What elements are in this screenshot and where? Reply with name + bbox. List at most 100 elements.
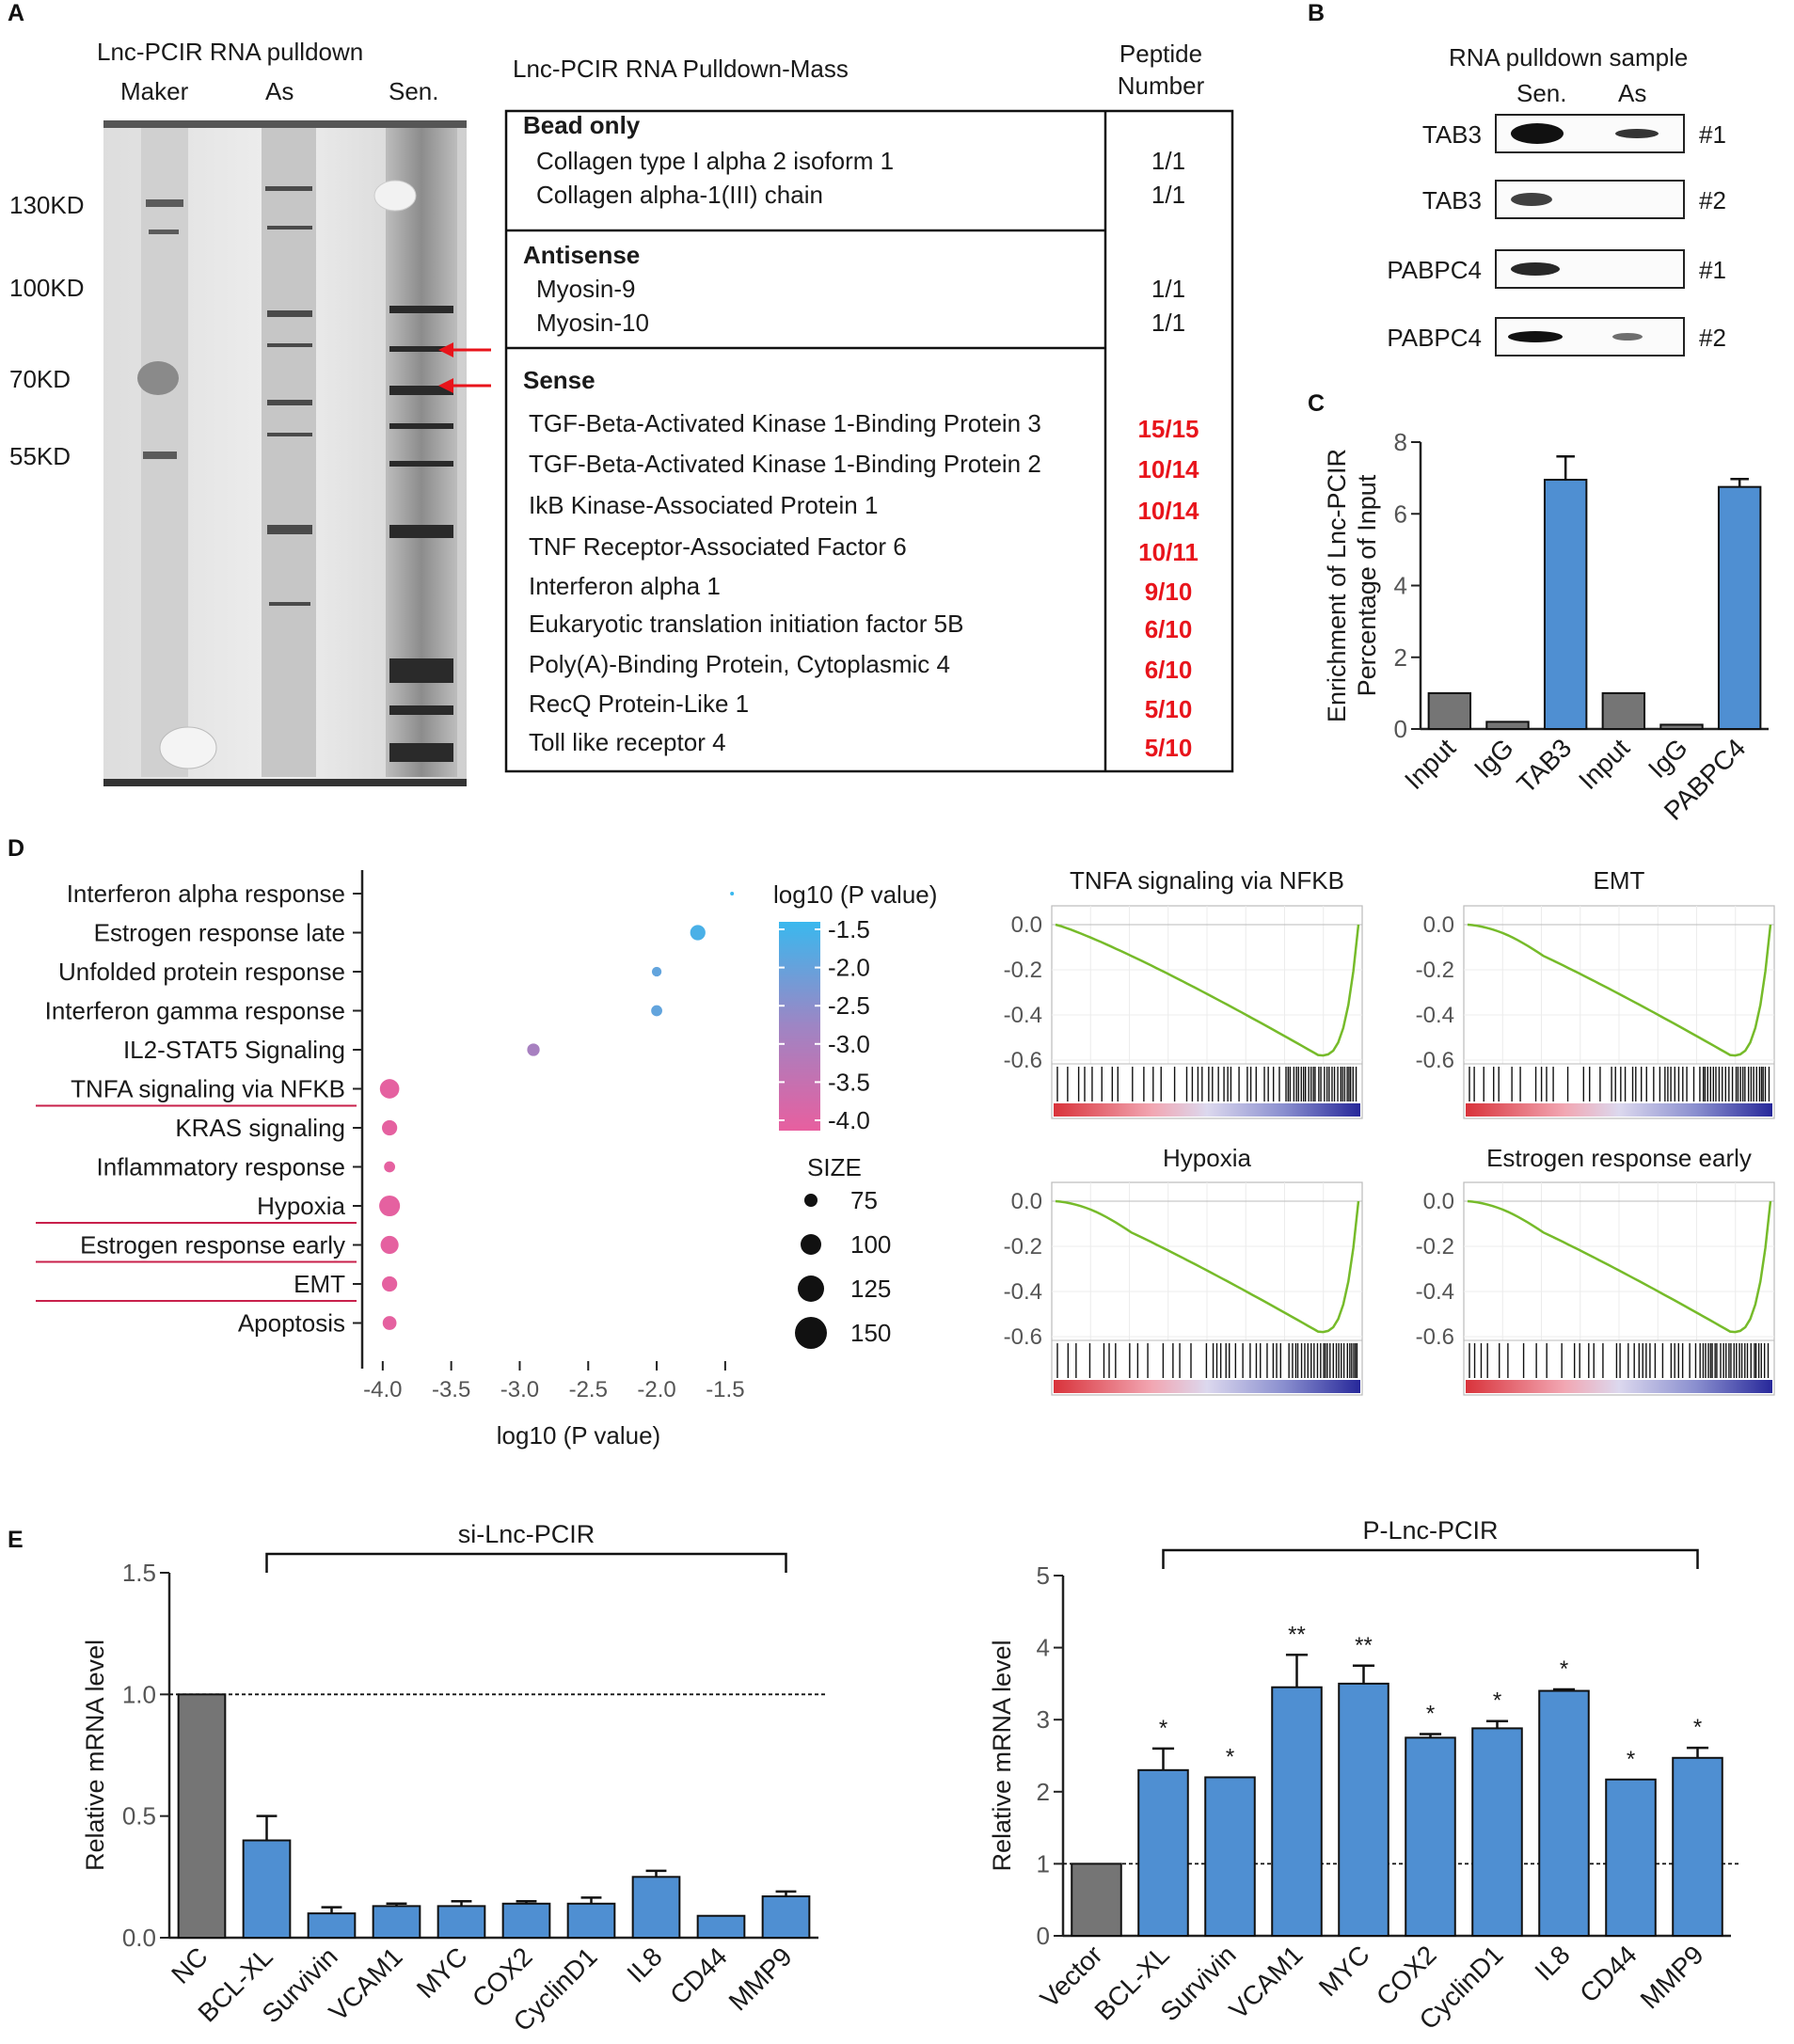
table-protein-name: TGF-Beta-Activated Kinase 1-Binding Prot… [529,409,1041,437]
size-legend-label: 150 [850,1319,891,1347]
blot-title: RNA pulldown sample [1449,43,1688,71]
table-peptide-number: 5/10 [1145,695,1193,723]
category-label: Unfolded protein response [58,958,345,986]
bar [631,1876,681,1940]
gsea-y-tick-label: -0.4 [1416,1003,1454,1028]
table-protein-name: Collagen type I alpha 2 isoform 1 [536,147,894,175]
table-protein-name: TGF-Beta-Activated Kinase 1-Binding Prot… [529,450,1041,478]
x-tick-label: -1.5 [706,1377,744,1402]
bar [696,1914,746,1939]
significance-mark: * [1226,1744,1234,1769]
gsea-enrichment-curve [1055,923,1360,1057]
dot-point [382,1119,398,1136]
bar [1071,1862,1122,1938]
table-peptide-number: 1/1 [1151,309,1185,337]
significance-mark: * [1159,1716,1167,1741]
marker-55kd: 55KD [9,442,71,470]
gsea-title: Hypoxia [1163,1144,1251,1172]
x-tick-label: MYC [1313,1940,1375,2002]
x-tick-label: Input [1573,733,1635,795]
significance-mark: * [1426,1702,1435,1727]
gsea-title: TNFA signaling via NFKB [1070,866,1344,895]
size-legend-label: 125 [850,1275,891,1303]
table-protein-name: Toll like receptor 4 [529,728,726,756]
y-tick-label: 3 [1037,1705,1050,1734]
bar [1338,1682,1389,1938]
color-legend-label: -2.5 [828,991,870,1020]
x-tick-label: Input [1399,733,1461,795]
blot-rows: TAB3 #1 TAB3 #2 PABPC4 #1 PABPC4 #2 [1387,114,1726,357]
bar [1538,1689,1590,1938]
y-tick-label: 0 [1037,1922,1050,1950]
color-legend-label: -3.5 [828,1068,870,1096]
size-legend-label: 75 [850,1186,878,1214]
bar [1543,479,1588,730]
chart-hallmark-dotplot: Interferon alpha response Estrogen respon… [36,870,937,1450]
gel-image [103,120,467,786]
x-tick-label: -2.0 [637,1377,675,1402]
peptide-header-line1: Peptide [1119,40,1202,68]
y-tick-label: 2 [1394,643,1407,672]
dot-point [730,892,735,895]
peptide-header-line2: Number [1118,71,1205,100]
y-axis-label: Relative mRNA level [81,1640,109,1871]
dot-point [384,1161,396,1173]
bar [1601,691,1646,730]
gsea-rank-gradient [1466,1380,1772,1393]
gsea-plots: TNFA signaling via NFKB 0.0 -0.2 -0.4 -0.6 EM… [1004,866,1775,1396]
y-tick-label: 1.5 [122,1559,156,1587]
panel-a: A Lnc-PCIR RNA pulldown Maker As Sen. [8,0,1234,786]
y-axis-label: Relative mRNA level [988,1640,1016,1871]
bar [761,1895,811,1939]
table-protein-name: Poly(A)-Binding Protein, Cytoplasmic 4 [529,650,950,678]
panel-b: B RNA pulldown sample Sen. As TAB3 #1TAB3… [1308,0,1726,357]
color-legend-label: -2.0 [828,954,870,982]
x-tick-label: IgG [1469,733,1519,784]
color-legend-label: -4.0 [828,1106,870,1134]
bar [1672,1756,1723,1937]
table-protein-name: Myosin-10 [536,309,649,337]
gsea-y-tick-label: -0.2 [1004,958,1042,983]
category-label: Estrogen response late [94,919,345,947]
table-peptide-number: 9/10 [1145,578,1193,606]
y-tick-label: 0.5 [122,1802,156,1830]
blot-band [1615,129,1659,138]
mass-table-frame [504,109,1234,773]
bar [1204,1776,1256,1937]
blot-protein-label: TAB3 [1422,120,1482,149]
group-bracket [265,1552,787,1573]
blot-col-as: As [1618,79,1646,107]
dot-point [651,966,662,977]
x-tick-label: -4.0 [363,1377,402,1402]
table-protein-name: Interferon alpha 1 [529,572,721,600]
blot-replicate-label: #2 [1699,324,1726,352]
dot-point [527,1043,540,1056]
table-peptide-number: 5/10 [1145,734,1193,762]
y-tick-label: 5 [1037,1561,1050,1590]
gel-title: Lnc-PCIR RNA pulldown [97,38,363,66]
significance-mark: ** [1288,1622,1306,1647]
table-peptide-number: 10/11 [1138,538,1199,566]
x-tick-label: MYC [411,1941,473,2004]
y-tick-label: 0 [1394,715,1407,743]
size-legend-dot [795,1317,827,1349]
size-legend-dot [804,1194,818,1207]
gsea-title: Estrogen response early [1486,1144,1752,1172]
x-tick-label: -2.5 [569,1377,608,1402]
significance-mark: * [1560,1656,1568,1682]
x-tick-label: MMP9 [1635,1940,1709,2014]
group-bracket [1162,1548,1699,1569]
category-label: Interferon gamma response [45,997,345,1025]
x-tick-label: CD44 [1574,1940,1643,2008]
gsea-y-tick-label: -0.6 [1004,1324,1042,1350]
category-label: Interferon alpha response [67,879,345,908]
bar [1137,1768,1189,1937]
bar [177,1693,227,1940]
gsea-enrichment-curve [1467,923,1772,1057]
y-tick-label: 6 [1394,499,1407,528]
bar [1471,1727,1523,1937]
table-title: Lnc-PCIR RNA Pulldown-Mass [513,55,849,83]
